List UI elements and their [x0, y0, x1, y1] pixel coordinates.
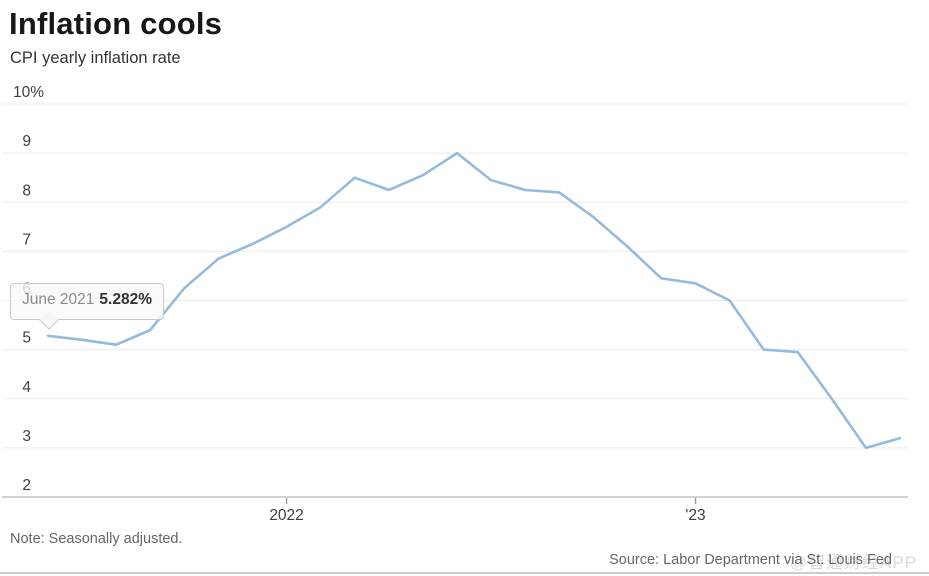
tooltip-date: June 2021	[22, 291, 95, 308]
chart-subtitle: CPI yearly inflation rate	[10, 49, 181, 67]
chart-title: Inflation cools	[9, 6, 223, 41]
bottom-divider	[0, 572, 929, 574]
x-axis-label: 2022	[269, 507, 303, 524]
y-axis-label: 4	[22, 379, 31, 396]
y-axis-label: 9	[22, 133, 31, 150]
tooltip: June 2021 5.282%	[10, 283, 164, 330]
tooltip-value: 5.282%	[99, 291, 152, 308]
y-axis-label: 3	[22, 428, 31, 445]
cpi-inflation-line[interactable]	[46, 151, 902, 450]
source-credit: Source: Labor Department via St. Louis F…	[609, 552, 892, 568]
y-axis-label: 7	[22, 231, 31, 248]
y-axis-label: 8	[22, 182, 31, 199]
footnote: Note: Seasonally adjusted.	[10, 531, 183, 547]
y-axis-label: 5	[22, 330, 31, 347]
y-axis-label: 2	[22, 477, 31, 494]
x-axis-label: '23	[685, 507, 705, 524]
watermark: @智通财经APP	[789, 553, 917, 572]
y-axis-label: 10%	[13, 84, 44, 101]
